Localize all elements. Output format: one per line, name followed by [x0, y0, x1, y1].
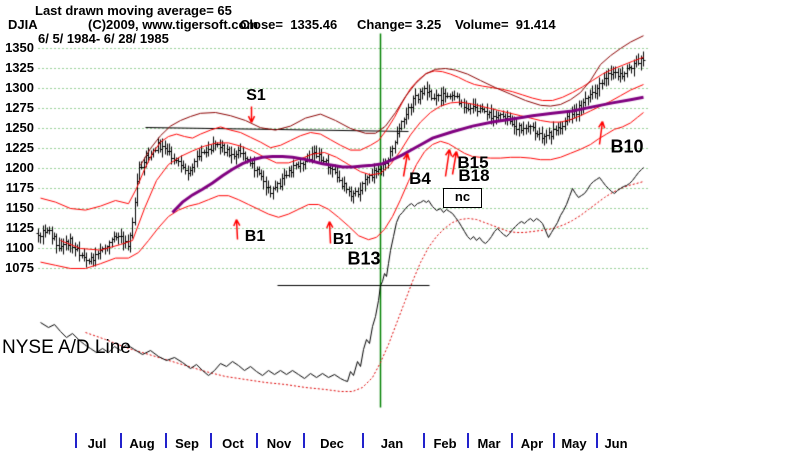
month-separator [165, 433, 167, 448]
month-label: Oct [222, 436, 244, 451]
y-axis-label: 1175 [5, 180, 34, 195]
last-ma-info: Last drawn moving average= 65 [35, 3, 232, 18]
month-label: Mar [477, 436, 501, 451]
signal-label-s1: S1 [246, 87, 266, 104]
y-axis-label: 1150 [5, 200, 34, 215]
month-label: Apr [520, 436, 544, 451]
y-axis-label: 1275 [5, 100, 34, 115]
y-axis-label: 1250 [5, 120, 34, 135]
nc-box-label: nc [454, 189, 471, 204]
month-separator [362, 433, 364, 448]
y-axis-label: 1325 [5, 60, 34, 75]
signal-label-b13: B13 [347, 248, 381, 269]
month-label: Jul [87, 436, 107, 451]
month-separator [511, 433, 513, 448]
close-value: Close= 1335.46 [240, 17, 338, 32]
month-label: Aug [129, 436, 155, 451]
month-separator [120, 433, 122, 448]
y-axis-label: 1100 [5, 240, 34, 255]
month-label: Sep [175, 436, 199, 451]
symbol-label: DJIA [8, 17, 38, 32]
signal-label-b4: B4 [409, 169, 431, 188]
volume-value: Volume= 91.414 [455, 17, 556, 32]
month-separator [596, 433, 598, 448]
change-value: Change= 3.25 [357, 17, 442, 32]
month-label: Feb [433, 436, 457, 451]
y-axis-label: 1075 [5, 260, 34, 275]
month-label: May [561, 436, 587, 451]
signal-label-b10: B10 [610, 136, 644, 157]
month-separator [75, 433, 77, 448]
nyse-ad-line-label: NYSE A/D Line [2, 337, 131, 358]
month-separator [303, 433, 305, 448]
signal-label-b1: B1 [244, 228, 266, 245]
y-axis-label: 1300 [5, 80, 34, 95]
y-axis-label: 1125 [5, 220, 34, 235]
signal-label-b1: B1 [332, 231, 354, 248]
month-label: Jun [604, 436, 628, 451]
nc-box: nc [443, 188, 482, 208]
month-separator [423, 433, 425, 448]
copyright-label: (C)2009, www.tigersoft.com [88, 17, 258, 32]
month-label: Jan [380, 436, 404, 451]
month-label: Nov [266, 436, 292, 451]
y-axis-label: 1200 [5, 160, 34, 175]
signal-label-b15: B15 [457, 153, 489, 172]
month-separator [553, 433, 555, 448]
month-separator [210, 433, 212, 448]
y-axis-label: 1225 [5, 140, 34, 155]
signal-label-b18: B18 [458, 166, 490, 185]
date-range: 6/ 5/ 1984- 6/ 28/ 1985 [38, 31, 169, 46]
month-separator [467, 433, 469, 448]
month-separator [256, 433, 258, 448]
month-label: Dec [320, 436, 344, 451]
y-axis-label: 1350 [5, 40, 34, 55]
